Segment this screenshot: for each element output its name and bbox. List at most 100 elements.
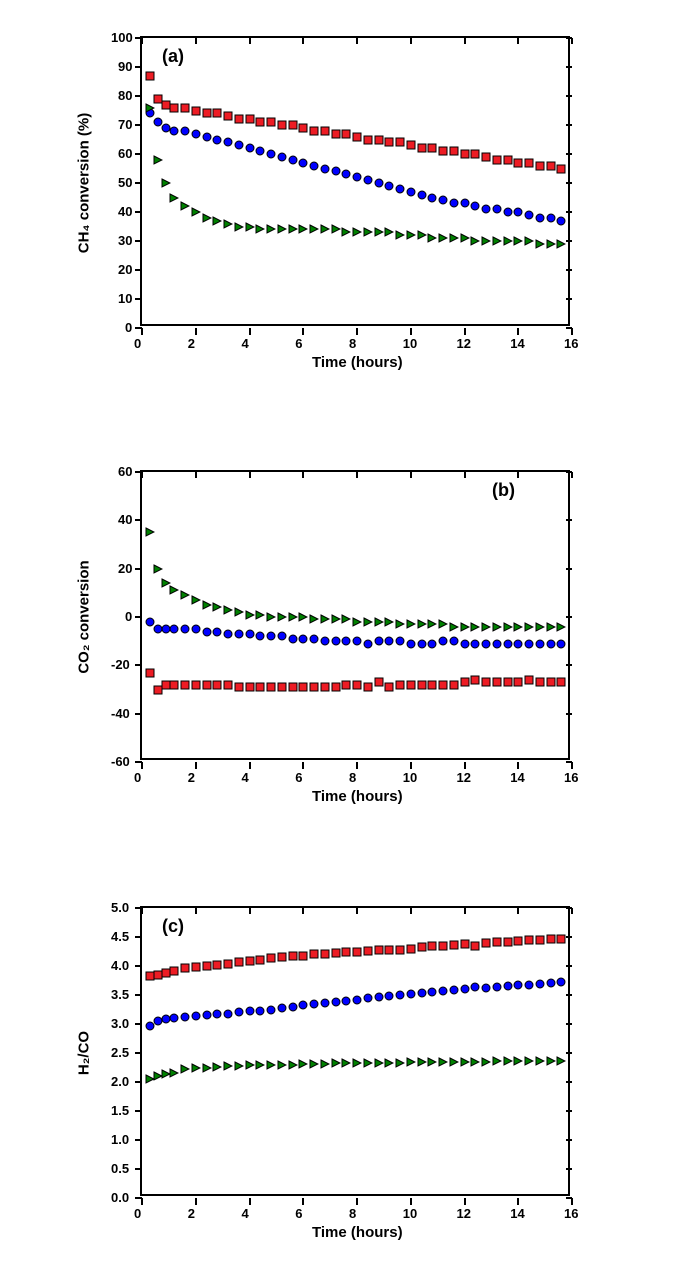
blue-circles-marker	[170, 1014, 179, 1023]
green-triangles-marker	[352, 227, 362, 237]
blue-circles-marker	[514, 208, 523, 217]
red-squares-marker	[503, 155, 512, 164]
green-triangles-marker	[492, 236, 502, 246]
green-triangles-marker	[309, 1059, 319, 1069]
green-triangles-marker	[341, 614, 351, 624]
xtick-label: 10	[403, 1206, 417, 1221]
green-triangles-marker	[341, 1058, 351, 1068]
green-triangles-marker	[513, 236, 523, 246]
blue-circles-marker	[310, 161, 319, 170]
green-triangles-marker	[288, 224, 298, 234]
ytick-label: 0.0	[111, 1190, 128, 1205]
green-triangles-marker	[161, 178, 171, 188]
red-squares-marker	[191, 106, 200, 115]
red-squares-marker	[267, 954, 276, 963]
green-triangles-marker	[449, 622, 459, 632]
green-triangles-marker	[513, 622, 523, 632]
blue-circles-marker	[471, 983, 480, 992]
red-squares-marker	[299, 683, 308, 692]
green-triangles-marker	[524, 622, 534, 632]
blue-circles-marker	[363, 176, 372, 185]
green-triangles-marker	[145, 103, 155, 113]
blue-circles-marker	[546, 979, 555, 988]
blue-circles-marker	[277, 152, 286, 161]
green-triangles-marker	[460, 622, 470, 632]
red-squares-marker	[546, 678, 555, 687]
green-triangles-marker	[180, 1064, 190, 1074]
green-triangles-marker	[191, 595, 201, 605]
blue-circles-marker	[224, 1009, 233, 1018]
green-triangles-marker	[546, 239, 556, 249]
red-squares-marker	[385, 945, 394, 954]
green-triangles-marker	[406, 230, 416, 240]
ytick-label: 30	[118, 233, 128, 248]
red-squares-marker	[428, 942, 437, 951]
green-triangles-marker	[481, 236, 491, 246]
green-triangles-marker	[266, 612, 276, 622]
blue-circles-marker	[460, 199, 469, 208]
green-triangles-marker	[255, 610, 265, 620]
blue-circles-marker	[492, 982, 501, 991]
red-squares-marker	[170, 680, 179, 689]
blue-circles-marker	[417, 190, 426, 199]
blue-circles-marker	[514, 639, 523, 648]
red-squares-marker	[557, 934, 566, 943]
green-triangles-marker	[503, 1056, 513, 1066]
green-triangles-marker	[212, 216, 222, 226]
red-squares-marker	[417, 943, 426, 952]
green-triangles-marker	[180, 201, 190, 211]
red-squares-marker	[374, 135, 383, 144]
red-squares-marker	[342, 680, 351, 689]
red-squares-marker	[439, 941, 448, 950]
red-squares-marker	[396, 945, 405, 954]
blue-circles-marker	[331, 637, 340, 646]
blue-circles-marker	[439, 196, 448, 205]
blue-circles-marker	[439, 986, 448, 995]
red-squares-marker	[191, 680, 200, 689]
blue-circles-marker	[181, 126, 190, 135]
red-squares-marker	[191, 963, 200, 972]
blue-circles-marker	[406, 989, 415, 998]
green-triangles-marker	[255, 224, 265, 234]
red-squares-marker	[449, 147, 458, 156]
blue-circles-marker	[277, 632, 286, 641]
blue-circles-marker	[449, 637, 458, 646]
blue-circles-marker	[535, 979, 544, 988]
ytick-label: 40	[118, 512, 128, 527]
panel-label-a: (a)	[162, 46, 184, 67]
blue-circles-marker	[342, 170, 351, 179]
green-triangles-marker	[255, 1060, 265, 1070]
xtick-label: 10	[403, 336, 417, 351]
red-squares-marker	[288, 683, 297, 692]
blue-circles-marker	[460, 639, 469, 648]
green-triangles-marker	[320, 614, 330, 624]
red-squares-marker	[146, 71, 155, 80]
blue-circles-marker	[503, 639, 512, 648]
green-triangles-marker	[417, 1057, 427, 1067]
ytick-label: 20	[118, 262, 128, 277]
blue-circles-marker	[191, 625, 200, 634]
x-axis-label: Time (hours)	[312, 1224, 403, 1241]
xtick-label: 8	[349, 770, 356, 785]
red-squares-marker	[482, 938, 491, 947]
x-axis-label: Time (hours)	[312, 354, 403, 371]
red-squares-marker	[146, 668, 155, 677]
blue-circles-marker	[417, 639, 426, 648]
green-triangles-marker	[320, 224, 330, 234]
blue-circles-marker	[331, 167, 340, 176]
blue-circles-marker	[288, 634, 297, 643]
red-squares-marker	[310, 950, 319, 959]
blue-circles-marker	[202, 132, 211, 141]
blue-circles-marker	[374, 179, 383, 188]
red-squares-marker	[546, 161, 555, 170]
green-triangles-marker	[481, 1057, 491, 1067]
green-triangles-marker	[492, 1056, 502, 1066]
xtick-label: 0	[134, 770, 141, 785]
ytick-label: 10	[118, 291, 128, 306]
xtick-label: 0	[134, 1206, 141, 1221]
red-squares-marker	[492, 938, 501, 947]
red-squares-marker	[320, 683, 329, 692]
green-triangles-marker	[277, 224, 287, 234]
green-triangles-marker	[363, 617, 373, 627]
xtick-label: 14	[510, 770, 524, 785]
